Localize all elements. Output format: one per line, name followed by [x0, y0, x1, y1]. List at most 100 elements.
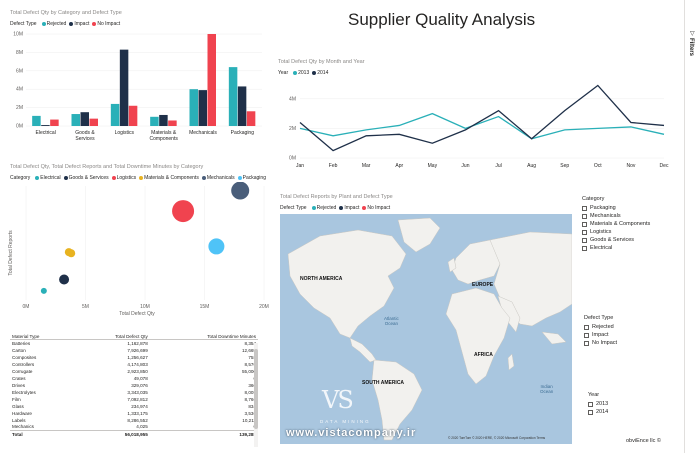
line-chart-legend[interactable]: Year 2013 2014	[278, 70, 328, 76]
bar[interactable]	[246, 111, 256, 126]
category-option[interactable]: Logistics	[582, 228, 650, 236]
checkbox[interactable]	[582, 205, 587, 211]
defect-type-option[interactable]: Rejected	[584, 323, 617, 331]
legend-item-materials[interactable]: Materials & Components	[139, 175, 199, 181]
bar[interactable]	[159, 114, 168, 126]
bar[interactable]	[168, 120, 177, 126]
defect-type-option[interactable]: Impact	[584, 331, 617, 339]
legend-item-logistics[interactable]: Logistics	[111, 175, 136, 181]
legend-item-goods-services[interactable]: Goods & Services	[63, 175, 109, 181]
bar[interactable]	[150, 116, 159, 126]
bar[interactable]	[41, 125, 50, 126]
bar[interactable]	[237, 86, 247, 126]
legend-item-mechanicals[interactable]: Mechanicals	[201, 175, 235, 181]
legend-item-impact[interactable]: Impact	[69, 21, 89, 27]
scrollbar-thumb[interactable]	[254, 349, 258, 429]
category-option[interactable]: Electrical	[582, 244, 650, 252]
checkbox[interactable]	[582, 245, 587, 251]
legend-item-no-impact[interactable]: No Impact	[362, 205, 390, 211]
map-attribution[interactable]: © 2020 TomTom © 2020 HERE, © 2020 Micros…	[448, 436, 546, 440]
checkbox[interactable]	[588, 401, 593, 407]
checkbox[interactable]	[582, 213, 587, 219]
scatter-chart[interactable]: 0M 5M 10M 15M 20M Total Defect Qty Total Defec…	[4, 182, 270, 322]
filters-pane-label[interactable]: Filters	[688, 38, 694, 57]
category-slicer[interactable]: Category Packaging Mechanicals Materials &…	[582, 196, 650, 252]
legend-item-packaging[interactable]: Packaging	[237, 175, 266, 181]
table-row[interactable]: Electrolytes 3,343,035 8,005	[10, 389, 258, 396]
legend-item-rejected[interactable]: Rejected	[41, 21, 66, 27]
checkbox[interactable]	[582, 221, 587, 227]
filter-icon[interactable]: ▽	[690, 31, 695, 37]
scatter-bubble[interactable]	[231, 182, 250, 200]
table-cell: 7,926,699	[127, 347, 148, 353]
legend-item-2013[interactable]: 2013	[293, 70, 309, 76]
map-legend[interactable]: Defect Type Rejected Impact No Impact	[280, 205, 390, 211]
bar[interactable]	[119, 49, 129, 126]
year-slicer[interactable]: Year 2013 2014	[588, 392, 608, 416]
category-option[interactable]: Packaging	[582, 204, 650, 212]
table-scrollbar[interactable]	[254, 343, 258, 447]
table-row[interactable]: Hardware 1,333,175 3,536	[10, 410, 258, 417]
table-row[interactable]: Corrugate 2,923,850 55,006	[10, 368, 258, 375]
bar[interactable]	[128, 105, 138, 126]
column-header[interactable]: Total Defect Qty	[74, 333, 150, 341]
year-option[interactable]: 2013	[588, 400, 608, 408]
checkbox[interactable]	[582, 229, 587, 235]
scatter-bubble[interactable]	[208, 238, 225, 255]
checkbox[interactable]	[582, 237, 587, 243]
scatter-bubble[interactable]	[64, 248, 73, 257]
table-row[interactable]: Composites 1,256,627 758	[10, 354, 258, 361]
material-table[interactable]: Material Type Total Defect Qty Total Dow…	[10, 333, 258, 438]
x-tick-label: 10M	[140, 304, 150, 310]
table-row[interactable]: Batteries 1,162,878 8,354	[10, 340, 258, 347]
table-row[interactable]: Controllers 4,174,803 8,570	[10, 361, 258, 368]
table-row[interactable]: Crates 49,0780	[10, 375, 258, 382]
table-row[interactable]: Glass 234,974 834	[10, 403, 258, 410]
bar[interactable]	[89, 118, 99, 126]
bar[interactable]	[50, 119, 59, 126]
category-option[interactable]: Mechanicals	[582, 212, 650, 220]
bar-chart-legend[interactable]: Defect Type Rejected Impact No Impact	[10, 21, 120, 27]
defect-type-slicer[interactable]: Defect Type Rejected Impact No Impact	[584, 315, 617, 347]
bar[interactable]	[198, 90, 208, 126]
scatter-chart-legend[interactable]: Category Electrical Goods & Services Log…	[10, 175, 266, 181]
bar[interactable]	[110, 103, 120, 126]
checkbox[interactable]	[584, 332, 589, 338]
column-header[interactable]: Material Type	[10, 333, 75, 341]
table-row[interactable]: Drives 329,076 360	[10, 382, 258, 389]
bar[interactable]	[207, 34, 217, 126]
bar[interactable]	[228, 67, 238, 126]
table-row[interactable]: Mechanics 4,0250	[10, 424, 258, 431]
legend-item-electrical[interactable]: Electrical	[35, 175, 61, 181]
bar[interactable]	[189, 89, 199, 126]
scatter-bubble[interactable]	[59, 274, 70, 285]
series-line[interactable]	[299, 112, 665, 140]
bar[interactable]	[71, 114, 81, 126]
x-tick-label: Apr	[395, 163, 403, 169]
category-option[interactable]: Materials & Components	[582, 220, 650, 228]
year-option[interactable]: 2014	[588, 408, 608, 416]
column-header[interactable]: Total Downtime Minutes	[149, 333, 258, 341]
scatter-bubble[interactable]	[172, 200, 195, 223]
table-row[interactable]: Film 7,092,812 8,766	[10, 396, 258, 403]
legend-item-rejected[interactable]: Rejected	[311, 205, 336, 211]
legend-item-no-impact[interactable]: No Impact	[92, 21, 120, 27]
series-line[interactable]	[299, 84, 665, 152]
bar[interactable]	[32, 115, 41, 126]
checkbox[interactable]	[584, 324, 589, 330]
line-chart[interactable]: 0M 2M 4M Jan Feb Mar Apr May Jun Jul Aug Sep Oct Nov D…	[278, 76, 674, 174]
world-map[interactable]: NORTH AMERICA EUROPE AFRICA SOUTH AMERIC…	[280, 214, 572, 444]
legend-item-impact[interactable]: Impact	[339, 205, 359, 211]
legend-item-2014[interactable]: 2014	[312, 70, 328, 76]
table-row[interactable]: Carton 7,926,699 12,669	[10, 347, 258, 354]
defect-type-option[interactable]: No Impact	[584, 339, 617, 347]
table-row[interactable]: Labels 8,286,552 10,211	[10, 417, 258, 424]
x-tick-label: 0M	[23, 304, 30, 310]
scatter-bubble[interactable]	[40, 287, 47, 294]
category-option[interactable]: Goods & Services	[582, 236, 650, 244]
bar-chart[interactable]: 0M 2M 4M 6M 8M 10M Electrical Goods &Services Lo…	[8, 28, 266, 156]
checkbox[interactable]	[584, 340, 589, 346]
bar[interactable]	[80, 112, 90, 126]
checkbox[interactable]	[588, 409, 593, 415]
filters-pane[interactable]: ▽ Filters	[684, 0, 700, 453]
